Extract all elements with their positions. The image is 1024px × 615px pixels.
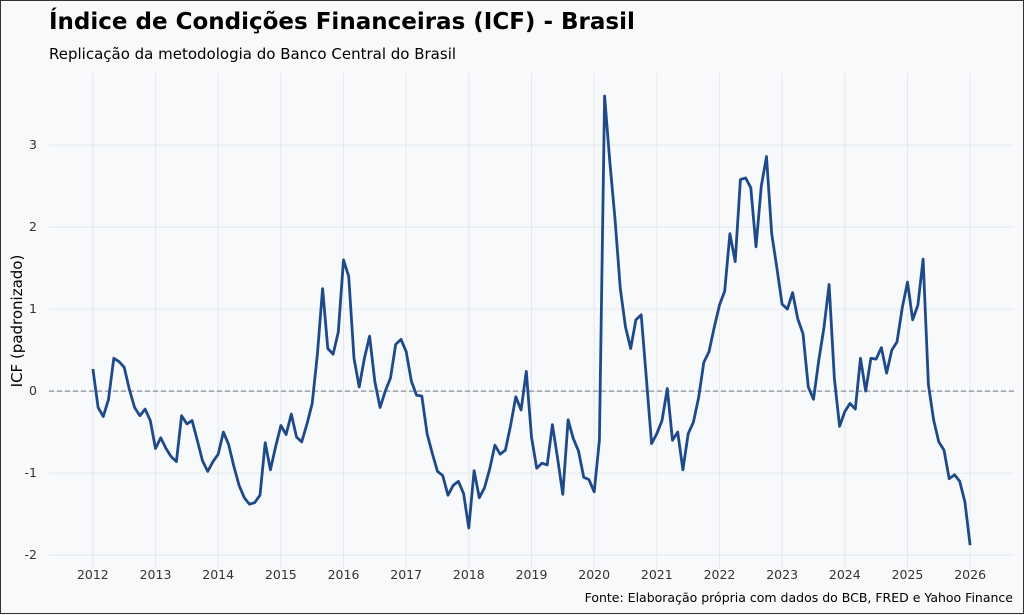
- y-axis-label: ICF (padronizado): [8, 255, 26, 388]
- y-tick-label: -1: [25, 465, 37, 480]
- grid: [49, 73, 1014, 569]
- icf-series-line: [91, 94, 972, 546]
- x-tick-label: 2013: [140, 567, 172, 582]
- x-tick-label: 2019: [516, 567, 548, 582]
- x-tick-label: 2021: [641, 567, 673, 582]
- y-tick-label: -2: [25, 547, 37, 562]
- x-tick-label: 2020: [578, 567, 610, 582]
- y-tick-label: 1: [29, 301, 37, 316]
- chart-subtitle: Replicação da metodologia do Banco Centr…: [49, 45, 457, 63]
- y-tick-label: 0: [29, 383, 37, 398]
- x-tick-label: 2026: [954, 567, 986, 582]
- x-tick-label: 2022: [704, 567, 736, 582]
- x-tick-label: 2018: [453, 567, 485, 582]
- y-tick-label: 3: [29, 137, 37, 152]
- axis-ticks: 2012 2013 2014 2015 2016 2017 2018 2019 2020 2021…: [25, 137, 987, 582]
- x-tick-label: 2014: [202, 567, 234, 582]
- y-tick-label: 2: [29, 219, 37, 234]
- x-tick-label: 2016: [328, 567, 360, 582]
- x-tick-label: 2012: [77, 567, 109, 582]
- chart-title: Índice de Condições Financeiras (ICF) - …: [49, 9, 635, 35]
- x-tick-label: 2023: [766, 567, 798, 582]
- x-tick-label: 2025: [892, 567, 924, 582]
- x-tick-label: 2015: [265, 567, 297, 582]
- source-note: Fonte: Elaboração própria com dados do B…: [584, 590, 1013, 605]
- x-tick-label: 2017: [390, 567, 422, 582]
- x-tick-label: 2024: [829, 567, 861, 582]
